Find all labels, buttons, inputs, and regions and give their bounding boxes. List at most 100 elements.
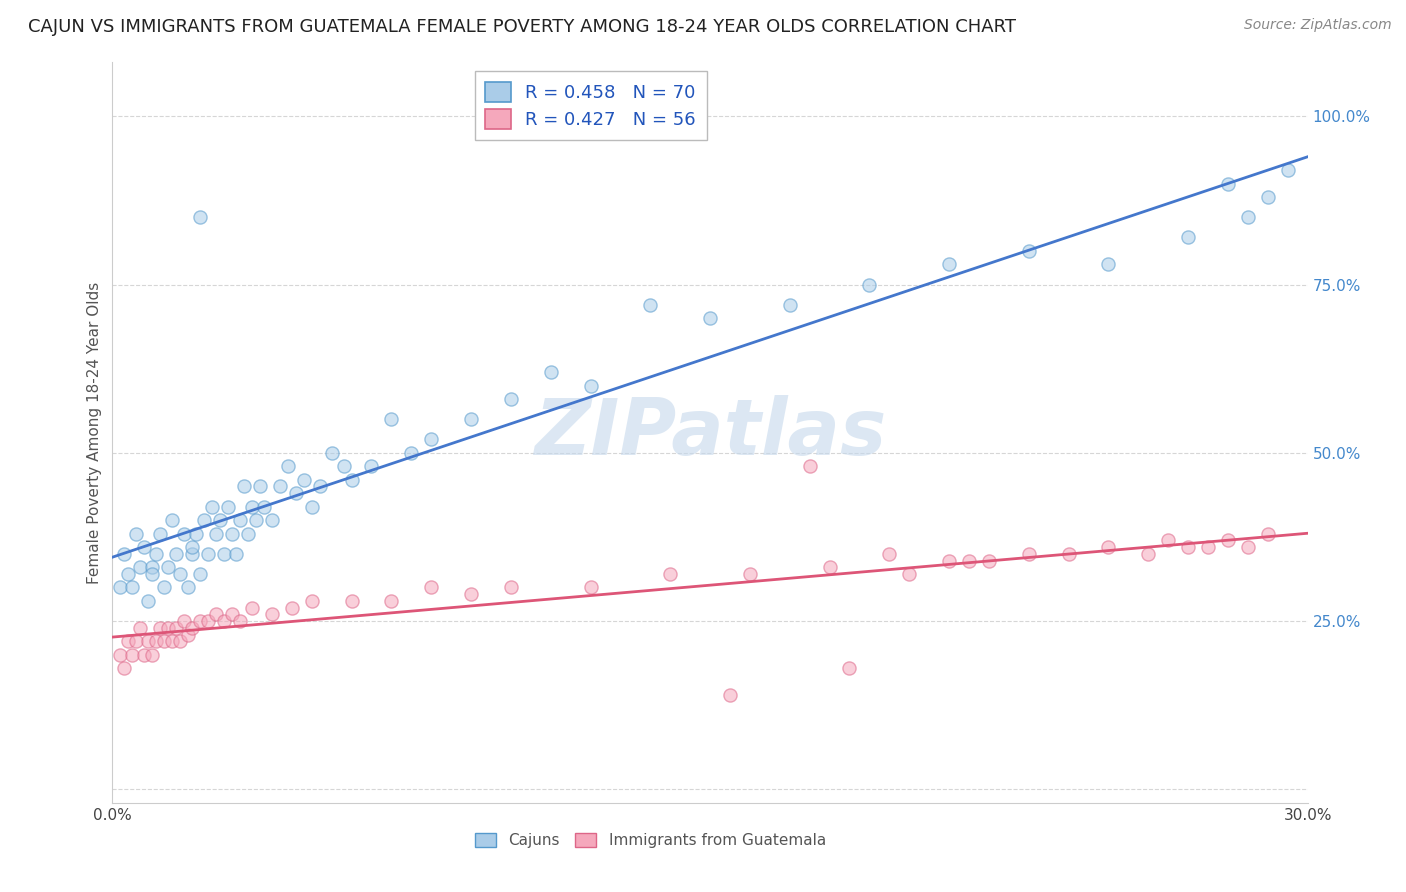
Point	[145, 547, 167, 561]
Point	[162, 634, 183, 648]
Point	[420, 433, 443, 447]
Point	[114, 547, 135, 561]
Point	[1177, 230, 1199, 244]
Point	[1057, 547, 1080, 561]
Point	[157, 621, 180, 635]
Point	[169, 566, 191, 581]
Point	[640, 298, 662, 312]
Point	[186, 526, 208, 541]
Point	[1137, 547, 1160, 561]
Point	[193, 513, 215, 527]
Point	[149, 621, 172, 635]
Point	[1157, 533, 1180, 548]
Point	[699, 311, 721, 326]
Point	[141, 648, 163, 662]
Point	[718, 688, 741, 702]
Point	[177, 627, 200, 641]
Text: Source: ZipAtlas.com: Source: ZipAtlas.com	[1244, 18, 1392, 32]
Point	[181, 540, 204, 554]
Point	[149, 526, 172, 541]
Point	[340, 473, 363, 487]
Point	[380, 412, 402, 426]
Point	[153, 634, 176, 648]
Point	[240, 500, 263, 514]
Point	[1257, 526, 1279, 541]
Point	[201, 500, 224, 514]
Point	[579, 581, 602, 595]
Point	[1237, 211, 1260, 225]
Point	[1216, 177, 1239, 191]
Point	[858, 277, 880, 292]
Point	[1216, 533, 1239, 548]
Point	[181, 621, 204, 635]
Point	[540, 365, 562, 379]
Point	[818, 560, 841, 574]
Point	[205, 526, 228, 541]
Point	[240, 600, 263, 615]
Point	[125, 526, 148, 541]
Point	[110, 648, 132, 662]
Point	[153, 581, 176, 595]
Point	[141, 566, 163, 581]
Point	[420, 581, 443, 595]
Point	[292, 473, 315, 487]
Point	[659, 566, 682, 581]
Point	[401, 446, 423, 460]
Point	[799, 459, 821, 474]
Point	[1177, 540, 1199, 554]
Point	[957, 553, 980, 567]
Point	[181, 547, 204, 561]
Point	[134, 540, 156, 554]
Point	[212, 547, 235, 561]
Point	[301, 500, 323, 514]
Point	[898, 566, 921, 581]
Point	[165, 547, 187, 561]
Point	[1018, 244, 1040, 258]
Point	[779, 298, 801, 312]
Point	[301, 594, 323, 608]
Point	[173, 526, 195, 541]
Point	[308, 479, 330, 493]
Point	[129, 560, 152, 574]
Point	[141, 560, 163, 574]
Point	[277, 459, 299, 474]
Point	[129, 621, 152, 635]
Point	[145, 634, 167, 648]
Point	[125, 634, 148, 648]
Point	[260, 607, 283, 622]
Point	[134, 648, 156, 662]
Point	[173, 614, 195, 628]
Point	[249, 479, 271, 493]
Point	[499, 581, 522, 595]
Point	[229, 513, 252, 527]
Point	[162, 513, 183, 527]
Text: ZIPatlas: ZIPatlas	[534, 394, 886, 471]
Legend: Cajuns, Immigrants from Guatemala: Cajuns, Immigrants from Guatemala	[468, 827, 832, 855]
Point	[165, 621, 187, 635]
Point	[212, 614, 235, 628]
Point	[188, 614, 211, 628]
Y-axis label: Female Poverty Among 18-24 Year Olds: Female Poverty Among 18-24 Year Olds	[87, 282, 103, 583]
Point	[117, 634, 139, 648]
Point	[269, 479, 291, 493]
Point	[233, 479, 256, 493]
Point	[236, 526, 259, 541]
Point	[114, 661, 135, 675]
Point	[938, 553, 960, 567]
Point	[229, 614, 252, 628]
Point	[188, 566, 211, 581]
Point	[879, 547, 901, 561]
Point	[245, 513, 267, 527]
Point	[217, 500, 239, 514]
Point	[1257, 190, 1279, 204]
Point	[197, 547, 219, 561]
Point	[177, 581, 200, 595]
Point	[221, 607, 243, 622]
Point	[117, 566, 139, 581]
Point	[205, 607, 228, 622]
Point	[197, 614, 219, 628]
Point	[938, 257, 960, 271]
Point	[169, 634, 191, 648]
Point	[838, 661, 860, 675]
Point	[380, 594, 402, 608]
